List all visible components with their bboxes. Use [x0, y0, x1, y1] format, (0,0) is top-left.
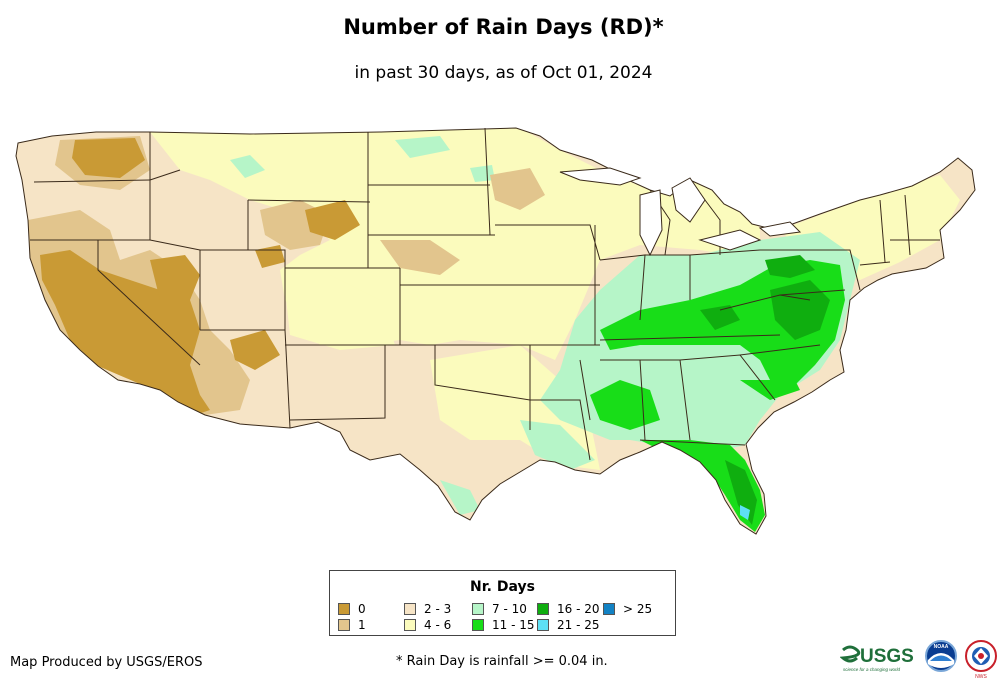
- usgs-logo: USGS science for a changing world: [840, 645, 914, 672]
- legend-swatch: [603, 603, 615, 615]
- legend-label: > 25: [623, 602, 653, 616]
- legend-swatch: [472, 603, 484, 615]
- noaa-logo: NOAA: [925, 640, 957, 672]
- legend-item-1: 1: [338, 618, 366, 632]
- legend-item-2: 2 - 3: [404, 602, 451, 616]
- legend-item-4: 7 - 10: [472, 602, 527, 616]
- legend-item-7: 21 - 25: [537, 618, 600, 632]
- legend-swatch: [404, 619, 416, 631]
- legend-label: 1: [358, 618, 366, 632]
- legend-label: 21 - 25: [557, 618, 600, 632]
- legend-label: 4 - 6: [424, 618, 452, 632]
- legend-item-3: 4 - 6: [404, 618, 451, 632]
- legend-label: 0: [358, 602, 366, 616]
- legend-title: Nr. Days: [470, 579, 535, 595]
- legend-label: 2 - 3: [424, 602, 452, 616]
- agency-logos: USGS science for a changing world NOAA N…: [840, 640, 997, 680]
- noaa-wordmark: NOAA: [934, 644, 949, 650]
- legend-label: 7 - 10: [492, 602, 527, 616]
- great-lakes: [559, 167, 802, 257]
- usgs-wordmark: USGS: [860, 646, 914, 667]
- nws-wordmark: NWS: [975, 674, 987, 680]
- legend-label: 16 - 20: [557, 602, 600, 616]
- legend-swatch: [537, 603, 549, 615]
- map-subtitle: in past 30 days, as of Oct 01, 2024: [354, 63, 653, 83]
- legend-swatch: [338, 619, 350, 631]
- legend-swatch: [472, 619, 484, 631]
- producer-credit: Map Produced by USGS/EROS: [10, 655, 203, 670]
- legend-item-6: 16 - 20: [537, 602, 600, 616]
- usgs-tagline: science for a changing world: [843, 667, 901, 672]
- legend-swatch: [404, 603, 416, 615]
- legend-label: 11 - 15: [492, 618, 535, 632]
- rain-day-footnote: * Rain Day is rainfall >= 0.04 in.: [396, 654, 608, 669]
- legend-swatch: [338, 603, 350, 615]
- legend-item-8: > 25: [603, 602, 652, 616]
- legend-item-0: 0: [338, 602, 366, 616]
- legend-item-5: 11 - 15: [472, 618, 535, 632]
- legend-swatch: [537, 619, 549, 631]
- legend: Nr. Days 0 1 2 - 3 4 - 6 7 - 10 11 - 15 …: [329, 570, 676, 636]
- map-title: Number of Rain Days (RD)*: [343, 15, 664, 39]
- nws-logo: NWS: [965, 640, 997, 680]
